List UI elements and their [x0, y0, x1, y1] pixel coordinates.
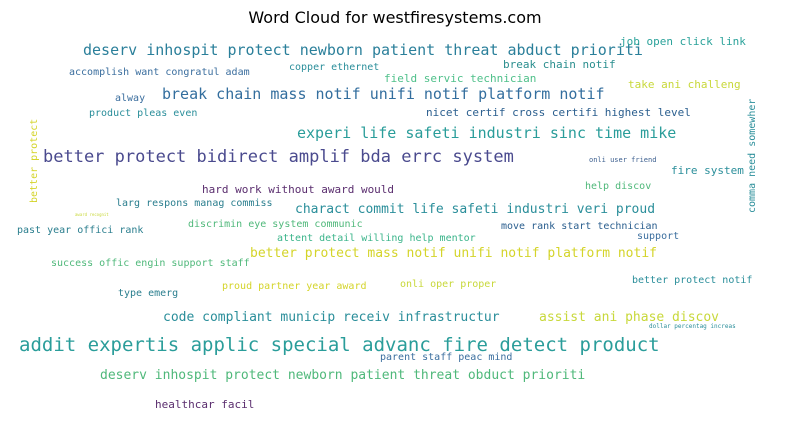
- cloud-word: attent detail willing help mentor: [277, 233, 476, 244]
- cloud-word: move rank start technician: [501, 221, 658, 232]
- cloud-word: fire system: [671, 164, 744, 177]
- cloud-word: type emerg: [118, 288, 179, 299]
- cloud-word: deserv inhospit protect newborn patient …: [100, 368, 586, 383]
- cloud-word: accomplish want congratul adam: [69, 67, 250, 78]
- chart-title: Word Cloud for westfiresystems.com: [248, 8, 542, 27]
- cloud-word: parent staff peac mind: [380, 352, 513, 363]
- cloud-word: comma need somewher: [747, 98, 758, 213]
- cloud-word: product pleas even: [89, 108, 198, 119]
- cloud-word: deserv inhospit protect newborn patient …: [83, 41, 643, 59]
- cloud-word: healthcar facil: [155, 398, 255, 411]
- cloud-word: dollar percentag increas: [649, 323, 736, 330]
- cloud-word: copper ethernet: [289, 62, 380, 73]
- cloud-word: discrimin eye system communic: [188, 219, 363, 230]
- cloud-word: job open click link: [620, 35, 746, 48]
- cloud-word: success offic engin support staff: [51, 258, 250, 269]
- cloud-word: larg respons manag commiss: [116, 198, 273, 209]
- cloud-word: code compliant municip receiv infrastruc…: [163, 310, 500, 325]
- cloud-word: proud partner year award: [222, 281, 367, 292]
- cloud-word: hard work without award would: [202, 183, 395, 196]
- cloud-word: better protect notif: [632, 275, 753, 286]
- cloud-word: onli user friend: [589, 156, 657, 164]
- cloud-word: break chain notif: [503, 58, 616, 71]
- cloud-word: past year offici rank: [17, 225, 144, 236]
- cloud-word: support: [637, 231, 680, 242]
- cloud-word: better protect: [29, 118, 40, 203]
- cloud-word: award recognit: [75, 212, 109, 217]
- cloud-word: addit expertis applic special advanc fir…: [19, 334, 660, 356]
- cloud-word: better protect mass notif unifi notif pl…: [250, 246, 657, 261]
- cloud-word: field servic technician: [384, 72, 537, 85]
- cloud-word: nicet certif cross certifi highest level: [426, 106, 691, 119]
- cloud-word: better protect bidirect amplif bda errc …: [43, 147, 514, 167]
- cloud-word: help discov: [585, 181, 652, 192]
- cloud-word: break chain mass notif unifi notif platf…: [162, 85, 605, 103]
- cloud-word: alway: [115, 93, 146, 104]
- cloud-word: onli oper proper: [400, 279, 497, 290]
- cloud-word: experi life safeti industri sinc time mi…: [297, 124, 677, 142]
- cloud-word: charact commit life safeti industri veri…: [295, 202, 656, 217]
- cloud-word: assist ani phase discov: [539, 310, 720, 325]
- cloud-word: take ani challeng: [628, 78, 741, 91]
